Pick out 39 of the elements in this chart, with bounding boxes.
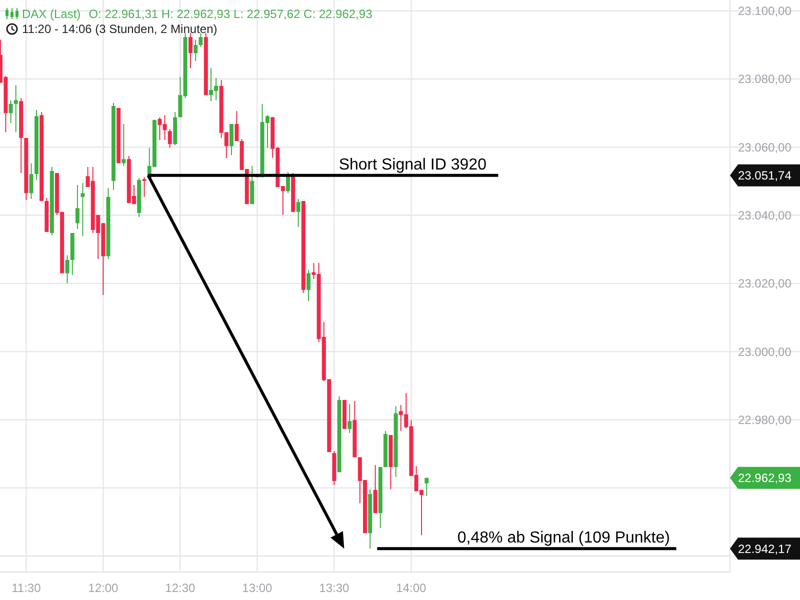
x-tick-label: 13:00 [242,581,273,595]
candlestick [14,84,18,133]
candlestick [424,477,429,496]
text: DAX (Last) [22,7,81,21]
y2-tick-label: 23.051,74 [738,168,792,183]
x-tick-label: 12:30 [165,581,196,595]
y-tick-label: 23.040,00 [738,208,792,223]
annotation: 0,48% ab Signal (109 Punkte) [457,530,670,547]
x-tick-label: 11:30 [12,581,42,595]
candlestick [80,182,85,237]
candlestick [8,100,13,124]
x-tick-label: 14:00 [396,581,427,595]
y2-tick-label: 22.962,93 [738,471,792,486]
y-tick-label: 23.100,00 [738,4,792,18]
candlestick [250,165,254,205]
y2-tick-label: 22.942,17 [738,542,792,556]
candlestick [29,162,34,200]
candlestick [194,39,198,62]
annotation: O: 22.961,31 H: 22.962,93 L: 22.957,62 C: 22.962,93 [88,7,373,21]
candlestick [168,128,172,148]
text: 11:20 - 14:06 (3 Stunden, 2 Minuten) [22,22,218,36]
y-tick-label: 23.000,00 [738,344,792,359]
y-tick-label: 23.080,00 [738,72,792,86]
annotation: Short Signal ID 3920 [338,156,487,174]
y-tick-label: 23.020,00 [738,276,792,291]
candlestick [75,184,80,230]
candlestick [142,176,146,198]
candlestick [348,404,352,434]
candlestick [373,464,378,514]
candlestick [65,254,70,284]
candlestick [122,124,126,166]
y-tick-label: 23.060,00 [738,140,792,154]
candlestick [234,110,239,142]
candlestick [306,270,310,302]
candlestick [229,124,234,156]
y-tick-label: 22.980,00 [738,412,792,427]
x-tick-label: 13:30 [319,581,350,595]
candlestick [296,198,300,228]
x-tick-label: 12:00 [88,581,119,595]
